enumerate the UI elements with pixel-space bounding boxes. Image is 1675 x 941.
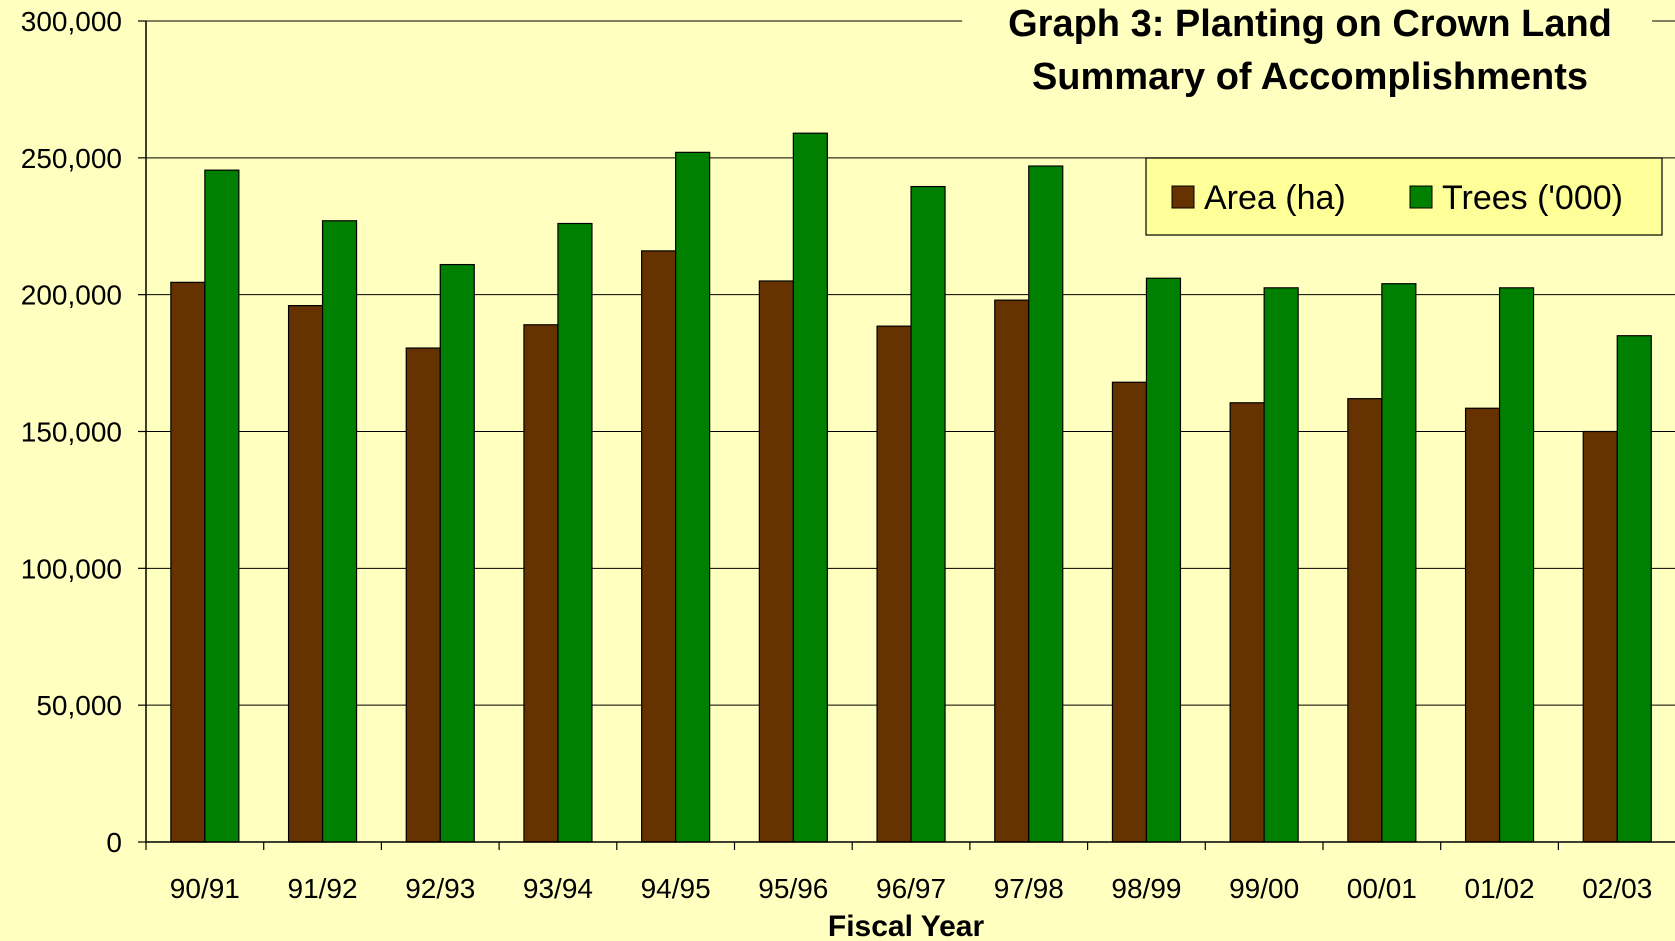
- bar-area: [758, 280, 794, 843]
- bar-area: [1229, 402, 1265, 843]
- x-tick-label: 98/99: [1111, 873, 1181, 904]
- bar-trees: [1028, 165, 1064, 843]
- bar-trees: [557, 222, 593, 843]
- chart-title: Graph 3: Planting on Crown Land: [1008, 3, 1612, 45]
- bar-trees: [1381, 283, 1417, 843]
- legend-swatch-area: [1171, 185, 1195, 209]
- y-tick-label: 50,000: [36, 690, 122, 721]
- bar-area: [1111, 381, 1148, 843]
- x-tick-label: 93/94: [523, 873, 593, 904]
- title-backdrop: [962, 2, 1652, 100]
- bar-area: [170, 281, 206, 843]
- bar-area: [994, 299, 1030, 843]
- x-tick-label: 00/01: [1347, 873, 1417, 904]
- y-tick-label: 0: [106, 827, 122, 858]
- y-tick-label: 300,000: [21, 6, 122, 37]
- x-tick-label: 94/95: [641, 873, 711, 904]
- bar-area: [405, 347, 441, 843]
- bar-trees: [792, 132, 828, 843]
- legend-label-area: Area (ha): [1204, 179, 1346, 217]
- x-tick-label: 96/97: [876, 873, 946, 904]
- x-tick-label: 01/02: [1465, 873, 1535, 904]
- y-tick-label: 250,000: [21, 143, 122, 174]
- bar-trees: [675, 151, 711, 843]
- y-tick-label: 200,000: [21, 280, 122, 311]
- x-axis-title: Fiscal Year: [828, 910, 985, 941]
- y-tick-labels: 0 50,000 100,000 150,000 200,000 250,000 300,0…: [21, 6, 122, 858]
- bar-area: [641, 250, 677, 843]
- bar-trees: [439, 263, 475, 843]
- x-tick-label: 99/00: [1229, 873, 1299, 904]
- bars: [170, 132, 1652, 843]
- bar-trees: [1498, 287, 1535, 843]
- bar-trees: [1616, 335, 1652, 843]
- bar-area: [1464, 407, 1501, 843]
- x-tick-label: 91/92: [288, 873, 358, 904]
- bar-trees: [1145, 277, 1182, 843]
- bar-area: [876, 325, 912, 843]
- bar-trees: [1263, 287, 1299, 843]
- axes: [145, 21, 1675, 850]
- legend-label-trees: Trees ('000): [1442, 179, 1623, 217]
- bar-area: [1582, 430, 1618, 843]
- legend-box: [1145, 157, 1663, 236]
- x-tick-label: 92/93: [405, 873, 475, 904]
- bar-area: [523, 324, 559, 843]
- x-tick-label: 95/96: [758, 873, 828, 904]
- bar-trees: [204, 169, 240, 843]
- y-tick-label: 150,000: [21, 417, 122, 448]
- y-tick-label: 100,000: [21, 553, 122, 584]
- bar-trees: [910, 185, 946, 843]
- bar-trees: [321, 220, 358, 843]
- legend-swatch-trees: [1409, 185, 1433, 209]
- chart-subtitle: Summary of Accomplishments: [1032, 56, 1588, 98]
- bar-area: [1347, 398, 1383, 843]
- x-tick-labels: 90/91 91/92 92/93 93/94 94/95 95/96 96/97 97/98…: [170, 873, 1652, 904]
- legend: Area (ha) Trees ('000): [1145, 157, 1663, 236]
- x-tick-label: 97/98: [994, 873, 1064, 904]
- x-tick-label: 02/03: [1582, 873, 1652, 904]
- bar-area: [287, 305, 324, 843]
- x-tick-label: 90/91: [170, 873, 240, 904]
